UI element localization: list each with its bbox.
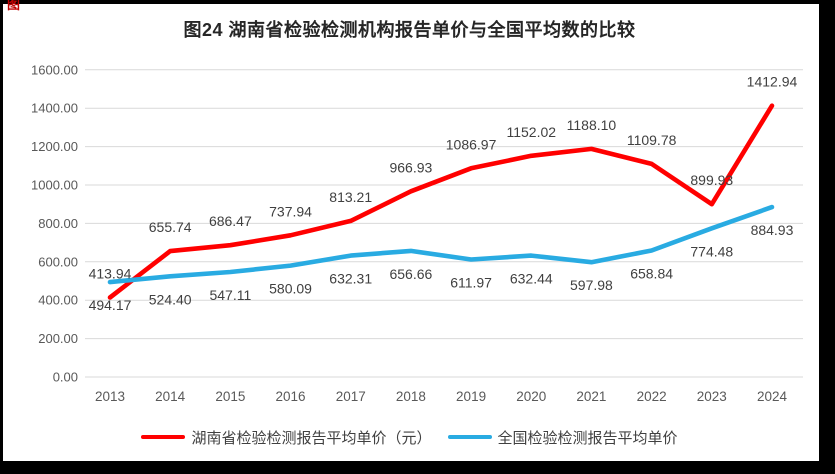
data-label: 524.40 bbox=[149, 291, 192, 307]
y-tick-label: 200.00 bbox=[38, 331, 78, 346]
data-label: 686.47 bbox=[209, 213, 252, 229]
data-label: 899.93 bbox=[690, 172, 733, 188]
data-label: 1109.78 bbox=[627, 132, 677, 148]
legend-swatch-national-line bbox=[447, 435, 492, 439]
data-label: 611.97 bbox=[450, 275, 492, 291]
legend-swatch-hunan-line bbox=[141, 435, 186, 439]
data-label: 413.94 bbox=[89, 266, 132, 282]
data-label: 1086.97 bbox=[446, 136, 497, 152]
series-line bbox=[107, 204, 775, 285]
x-tick-label: 2015 bbox=[215, 389, 245, 404]
x-tick-label: 2020 bbox=[516, 389, 546, 404]
x-tick-label: 2016 bbox=[276, 389, 306, 404]
y-tick-label: 0.00 bbox=[53, 370, 78, 385]
x-tick-label: 2019 bbox=[456, 389, 486, 404]
data-label: 547.11 bbox=[209, 287, 251, 303]
legend-item-national: 全国检验检测报告平均单价 bbox=[447, 427, 678, 448]
data-label: 813.21 bbox=[329, 189, 372, 205]
y-tick-label: 1000.00 bbox=[31, 178, 78, 193]
chart-title: 图24 湖南省检验检测机构报告单价与全国平均数的比较 bbox=[183, 20, 636, 40]
data-label: 632.44 bbox=[510, 271, 553, 287]
y-tick-label: 1200.00 bbox=[31, 139, 78, 154]
chart-legend: 湖南省检验检测报告平均单价（元） 全国检验检测报告平均单价 bbox=[0, 425, 819, 449]
y-tick-label: 400.00 bbox=[38, 293, 78, 308]
data-label: 597.98 bbox=[570, 277, 613, 293]
data-label: 580.09 bbox=[269, 281, 312, 297]
y-tick-label: 600.00 bbox=[38, 254, 78, 269]
legend-label-national: 全国检验检测报告平均单价 bbox=[497, 429, 678, 447]
data-label: 884.93 bbox=[751, 222, 794, 238]
x-tick-label: 2013 bbox=[95, 389, 125, 404]
data-label: 658.84 bbox=[630, 266, 673, 282]
y-tick-label: 800.00 bbox=[38, 216, 78, 231]
data-label: 1412.94 bbox=[747, 74, 798, 90]
y-tick-label: 1600.00 bbox=[31, 62, 78, 77]
x-tick-label: 2018 bbox=[396, 389, 426, 404]
red-artifact-glyph: 图 bbox=[7, 0, 21, 12]
x-tick-label: 2021 bbox=[576, 389, 606, 404]
data-label: 1152.02 bbox=[506, 124, 556, 140]
x-tick-label: 2017 bbox=[336, 389, 366, 404]
data-label: 655.74 bbox=[149, 219, 192, 235]
x-tick-label: 2023 bbox=[697, 389, 727, 404]
legend-label-hunan: 湖南省检验检测报告平均单价（元） bbox=[191, 429, 432, 447]
data-label: 774.48 bbox=[690, 243, 733, 259]
data-label: 1188.10 bbox=[567, 117, 617, 133]
data-label: 966.93 bbox=[389, 159, 432, 175]
data-label: 656.66 bbox=[389, 266, 432, 282]
data-label: 494.17 bbox=[89, 297, 132, 313]
y-tick-label: 1400.00 bbox=[31, 101, 78, 116]
series-line bbox=[107, 103, 775, 300]
legend-item-hunan: 湖南省检验检测报告平均单价（元） bbox=[141, 427, 432, 448]
x-tick-label: 2014 bbox=[155, 389, 186, 404]
data-label: 632.31 bbox=[329, 271, 372, 287]
document-page bbox=[3, 4, 819, 461]
x-tick-label: 2022 bbox=[637, 389, 667, 404]
x-tick-label: 2024 bbox=[757, 389, 788, 404]
data-label: 737.94 bbox=[269, 203, 312, 219]
